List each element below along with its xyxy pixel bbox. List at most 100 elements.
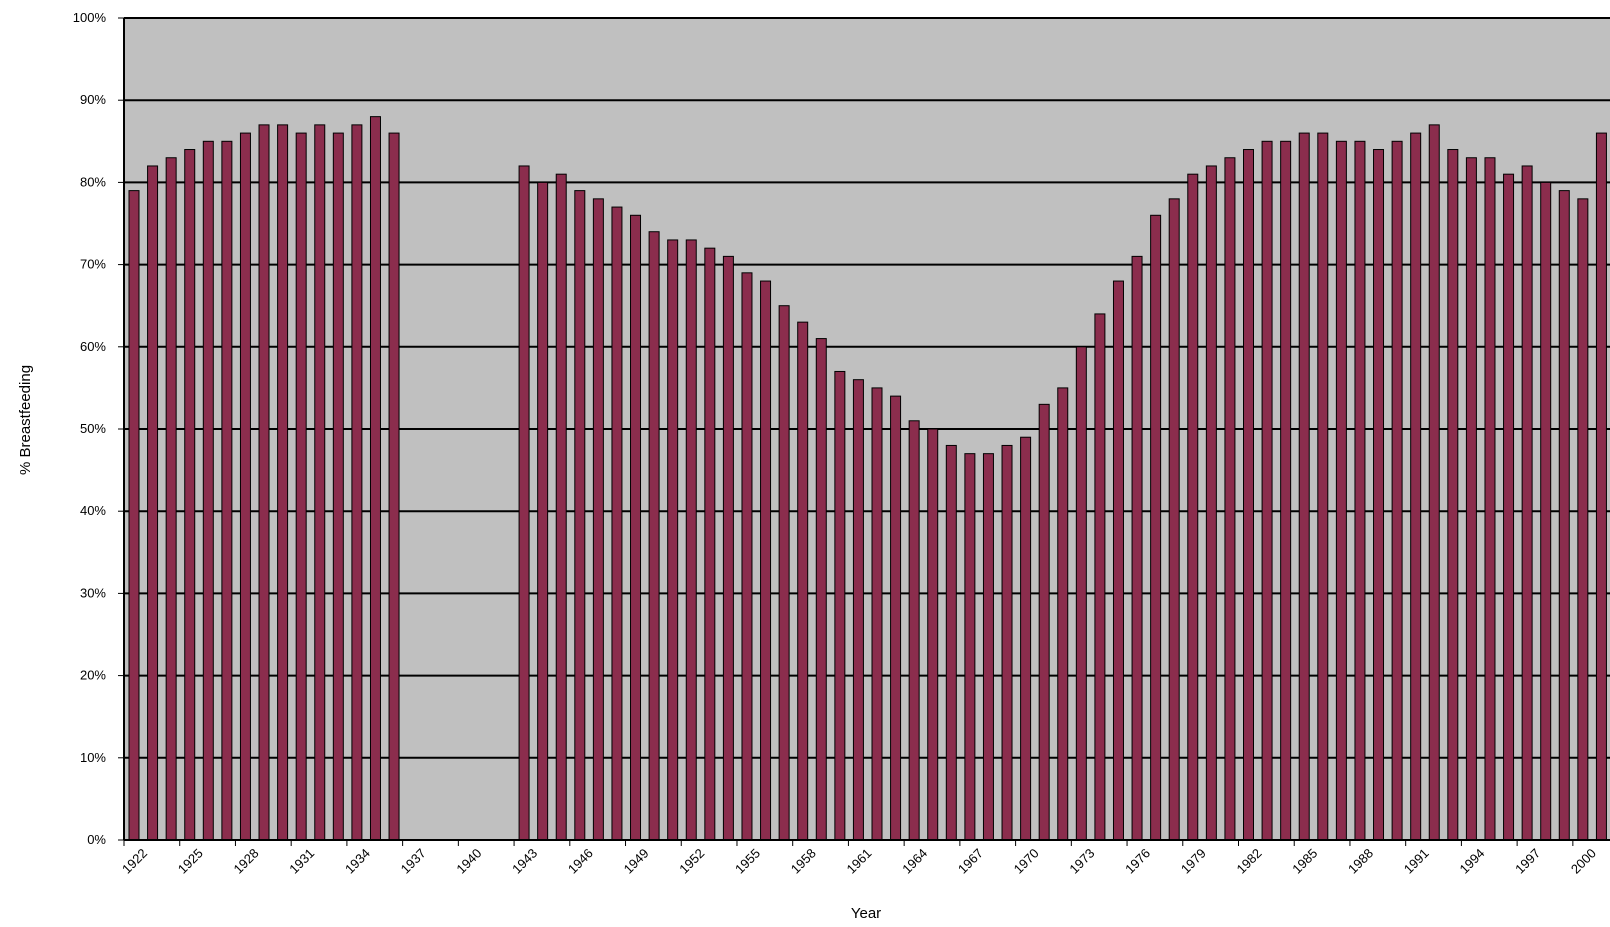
bar-1945 (555, 173, 567, 841)
bar-1929 (258, 124, 270, 841)
x-tick-label: 1973 (1066, 846, 1097, 877)
x-tick-label: 1931 (286, 846, 317, 877)
x-tick-label: 1985 (1289, 846, 1320, 877)
bar-1936 (388, 132, 400, 841)
y-tick-label: 60% (80, 339, 106, 354)
bar-1927 (221, 140, 233, 841)
y-tick-label: 70% (80, 257, 106, 272)
bar-1994 (1465, 157, 1477, 841)
bar-1992 (1428, 124, 1440, 841)
bar-1974 (1094, 313, 1106, 841)
bar-1987 (1335, 140, 1347, 841)
bar-1981 (1224, 157, 1236, 841)
bar-1985 (1298, 132, 1310, 841)
x-tick-label: 1967 (955, 846, 986, 877)
x-tick-label: 1949 (621, 846, 652, 877)
y-tick-label: 10% (80, 750, 106, 765)
x-tick-label: 1922 (119, 846, 150, 877)
bar-1956 (760, 280, 772, 841)
bar-1961 (852, 379, 864, 841)
x-tick-label: 1964 (899, 846, 930, 877)
bar-1951 (667, 239, 679, 841)
bar-2001 (1595, 132, 1607, 841)
bar-1925 (184, 149, 196, 841)
x-tick-label: 1946 (565, 846, 596, 877)
bar-1979 (1187, 173, 1199, 841)
x-tick-label: 1991 (1401, 846, 1432, 877)
y-tick-label: 90% (80, 92, 106, 107)
bar-1926 (202, 140, 214, 841)
bar-1986 (1317, 132, 1329, 841)
x-tick-label: 1928 (231, 846, 262, 877)
x-tick-label: 1955 (732, 846, 763, 877)
bar-1958 (797, 321, 809, 841)
y-tick-label: 30% (80, 585, 106, 600)
bar-1947 (592, 198, 604, 841)
bar-1924 (165, 157, 177, 841)
bar-1984 (1280, 140, 1292, 841)
bar-1998 (1540, 181, 1552, 841)
bar-1972 (1057, 387, 1069, 841)
y-tick-label: 0% (87, 832, 106, 847)
x-tick-label: 1934 (342, 846, 373, 877)
y-tick-label: 80% (80, 174, 106, 189)
bar-1988 (1354, 140, 1366, 841)
bar-1959 (815, 338, 827, 841)
bar-1960 (834, 370, 846, 841)
bar-1975 (1112, 280, 1124, 841)
bar-1943 (518, 165, 530, 841)
x-tick-label: 1958 (788, 846, 819, 877)
bar-1964 (908, 420, 920, 841)
bar-1978 (1168, 198, 1180, 841)
x-tick-label: 1940 (453, 846, 484, 877)
bar-1953 (704, 247, 716, 841)
bar-1946 (574, 190, 586, 841)
bar-1973 (1075, 346, 1087, 841)
bar-1980 (1205, 165, 1217, 841)
bar-1967 (964, 453, 976, 841)
y-tick-label: 20% (80, 668, 106, 683)
bar-1922 (128, 190, 140, 841)
bar-1933 (332, 132, 344, 841)
bar-1963 (890, 395, 902, 841)
bar-1965 (927, 428, 939, 841)
x-tick-label: 1961 (843, 846, 874, 877)
bar-1999 (1558, 190, 1570, 841)
y-tick-labels: 0% 10% 20% 30% 40% 50% 60% 70% 80% 90% 100% (73, 10, 124, 847)
bar-1932 (314, 124, 326, 841)
bar-1950 (648, 231, 660, 841)
bar-1962 (871, 387, 883, 841)
x-tick-label: 1982 (1234, 846, 1265, 877)
x-tick-label: 1970 (1011, 846, 1042, 877)
x-tick-label: 1979 (1178, 846, 1209, 877)
bar-1931 (295, 132, 307, 841)
y-tick-label: 40% (80, 503, 106, 518)
x-tick-label: 1952 (676, 846, 707, 877)
bar-1977 (1150, 214, 1162, 841)
bar-1989 (1373, 149, 1385, 841)
bar-1934 (351, 124, 363, 841)
bar-1969 (1001, 444, 1013, 841)
bar-1970 (1020, 436, 1032, 841)
bar-1954 (722, 255, 734, 841)
bar-1930 (277, 124, 289, 841)
x-tick-labels: 1922 1925 1928 1931 1934 1937 1940 1943 1946 1949… (119, 840, 1599, 877)
x-tick-label: 1997 (1512, 846, 1543, 877)
bar-1990 (1391, 140, 1403, 841)
bar-1923 (147, 165, 159, 841)
bar-1935 (369, 116, 381, 841)
bar-1982 (1243, 149, 1254, 841)
bar-1996 (1503, 173, 1515, 841)
y-axis-title: % Breastfeeding (17, 365, 34, 475)
bar-1957 (778, 305, 790, 841)
y-tick-label: 50% (80, 421, 106, 436)
bar-1955 (741, 272, 753, 841)
x-tick-label: 1994 (1456, 846, 1487, 877)
bar-1928 (239, 132, 251, 841)
bar-1993 (1447, 149, 1459, 841)
y-tick-label: 100% (73, 10, 107, 25)
x-tick-label: 2000 (1568, 846, 1599, 877)
bar-1966 (945, 444, 957, 841)
